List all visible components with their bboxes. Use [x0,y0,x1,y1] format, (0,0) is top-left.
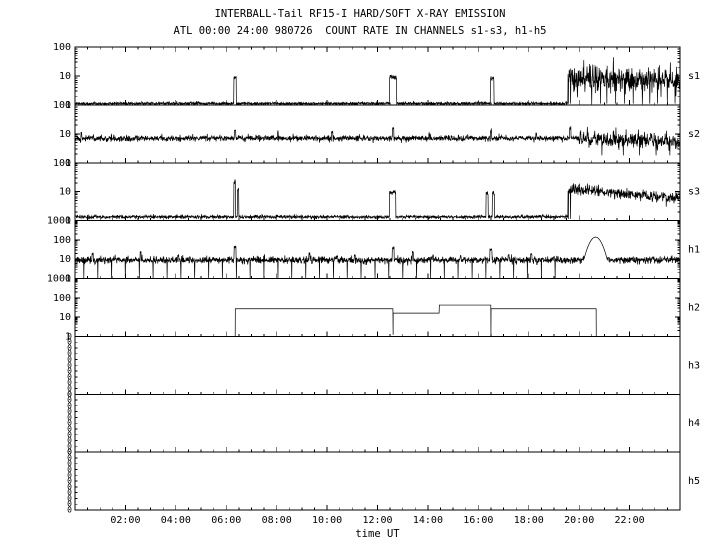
trace-s1 [74,57,681,107]
y-tick-zero-label: 0 [67,407,72,416]
y-tick-label: 1000 [47,274,71,285]
panel-label-h3: h3 [688,360,700,371]
y-tick-zero-label: 0 [67,506,72,515]
panel-label-h2: h2 [688,302,700,313]
y-tick-label: 10 [59,129,71,140]
y-tick-zero-label: 0 [67,430,72,439]
y-tick-label: 100 [53,158,71,169]
y-tick-zero-label: 0 [67,494,72,503]
panel-label-h1: h1 [688,245,700,256]
x-tick-label: 04:00 [161,515,191,526]
y-tick-zero-label: 0 [67,355,72,364]
y-tick-zero-label: 0 [67,372,72,381]
x-tick-label: 02:00 [110,515,140,526]
y-tick-zero-label: 0 [67,442,72,451]
y-tick-zero-label: 0 [67,448,72,457]
x-tick-label: 08:00 [262,515,292,526]
x-axis-label: time UT [355,528,400,540]
y-tick-zero-label: 0 [67,459,72,468]
y-tick-zero-label: 0 [67,477,72,486]
y-tick-label: 1 [65,331,71,342]
y-tick-zero-label: 0 [67,361,72,370]
panel-label-s3: s3 [688,187,700,198]
x-tick-label: 12:00 [362,515,392,526]
panel-label-s1: s1 [688,71,700,82]
y-tick-label: 1000 [47,216,71,227]
y-tick-zero-label: 0 [67,413,72,422]
trace-h1 [74,236,681,279]
y-tick-zero-label: 0 [67,390,72,399]
y-tick-zero-label: 0 [67,349,72,358]
y-tick-zero-label: 0 [67,338,72,347]
y-tick-label: 10 [59,187,71,198]
y-tick-label: 1 [65,100,71,111]
y-tick-zero-label: 0 [67,500,72,509]
y-tick-label: 100 [53,100,71,111]
y-tick-zero-label: 0 [67,384,72,393]
y-tick-label: 10 [59,312,71,323]
panel-label-s2: s2 [688,129,700,140]
y-tick-label: 1 [65,158,71,169]
y-tick-label: 10 [59,71,71,82]
y-tick-label: 100 [53,235,71,246]
chart-subtitle: ATL 00:00 24:00 980726 COUNT RATE IN CHA… [173,25,547,37]
y-tick-zero-label: 0 [67,448,72,457]
y-tick-label: 10 [59,254,71,265]
y-tick-label: 100 [53,293,71,304]
x-tick-label: 20:00 [564,515,594,526]
y-tick-zero-label: 0 [67,396,72,405]
y-tick-label: 100 [53,42,71,53]
y-tick-zero-label: 0 [67,424,72,433]
x-tick-label: 14:00 [413,515,443,526]
trace-h2 [234,304,597,337]
y-tick-zero-label: 0 [67,401,72,410]
x-tick-label: 06:00 [211,515,241,526]
y-tick-zero-label: 0 [67,419,72,428]
panel-label-h4: h4 [688,418,700,429]
y-tick-zero-label: 0 [67,453,72,462]
trace-s3 [74,179,681,220]
y-tick-zero-label: 0 [67,367,72,376]
y-tick-zero-label: 0 [67,436,72,445]
minor-ticks [75,47,680,511]
x-tick-label: 10:00 [312,515,342,526]
chart-title: INTERBALL-Tail RF15-I HARD/SOFT X-RAY EM… [214,8,506,20]
y-tick-label: 1 [65,274,71,285]
x-tick-label: 18:00 [514,515,544,526]
y-tick-zero-label: 0 [67,465,72,474]
y-tick-label: 1 [65,216,71,227]
y-tick-zero-label: 0 [67,482,72,491]
panel-label-h5: h5 [688,476,700,487]
trace-s2 [74,126,681,156]
y-tick-zero-label: 0 [67,378,72,387]
x-tick-label: 16:00 [463,515,493,526]
y-tick-zero-label: 0 [67,471,72,480]
major-ticks [75,46,680,337]
y-tick-zero-label: 0 [67,390,72,399]
y-tick-zero-label: 0 [67,343,72,352]
x-tick-label: 22:00 [615,515,645,526]
y-tick-zero-label: 0 [67,488,72,497]
y-tick-zero-label: 0 [67,332,72,341]
